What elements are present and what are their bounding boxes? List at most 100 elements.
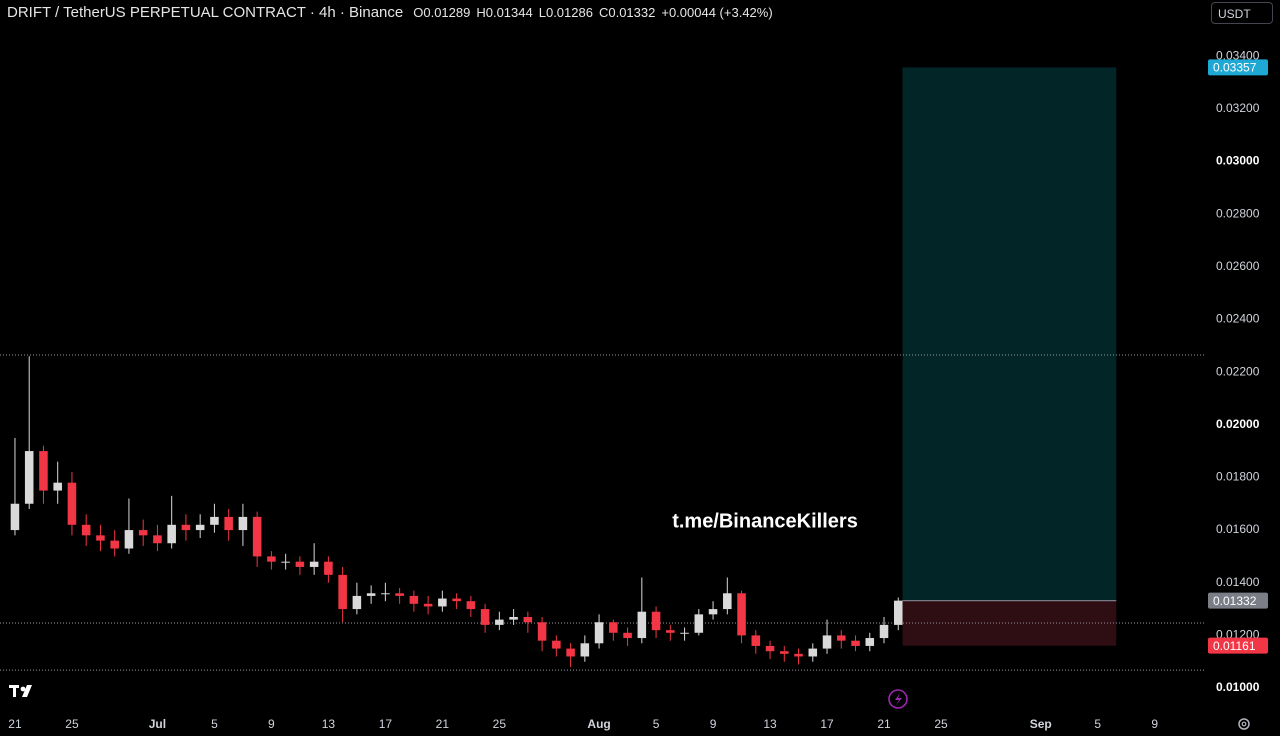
y-tick-label: 0.03400	[1216, 48, 1260, 62]
candle-body	[24, 451, 34, 504]
stop-price-tag	[1208, 637, 1268, 654]
candle-body	[181, 524, 191, 531]
entry-price-tag	[1208, 592, 1268, 609]
x-tick-label: 9	[268, 717, 275, 731]
candle-body	[837, 635, 846, 641]
x-tick-label: 25	[934, 717, 948, 731]
candle-body	[794, 653, 803, 657]
x-tick-label: 21	[877, 717, 891, 731]
candle-body	[309, 561, 319, 567]
stop-price-label: 0.01161	[1213, 639, 1256, 653]
candle-body	[666, 630, 675, 633]
entry-price-label: 0.01332	[1213, 594, 1257, 608]
candle-body	[210, 516, 219, 525]
candle-body	[138, 530, 148, 536]
y-tick-label: 0.03200	[1216, 101, 1260, 115]
candle-body	[765, 645, 775, 652]
target-price-tag	[1208, 59, 1268, 76]
x-tick-label: Aug	[587, 717, 610, 731]
candle-body	[466, 601, 476, 610]
candle-body	[495, 619, 504, 625]
candle-body	[737, 593, 746, 636]
x-tick-label: 25	[65, 717, 79, 731]
candle-body	[708, 609, 718, 615]
ohlc: H0.01344	[476, 5, 533, 20]
settings-icon[interactable]	[1238, 718, 1250, 730]
candle-body	[281, 561, 290, 563]
candle-body	[594, 622, 604, 644]
candle-body	[423, 603, 433, 607]
y-tick-label: 0.01600	[1216, 522, 1260, 536]
candle-body	[609, 622, 618, 633]
x-tick-label: Jul	[149, 717, 166, 731]
candle-body	[509, 616, 518, 620]
candle-body	[537, 622, 547, 641]
x-tick-label: Sep	[1030, 717, 1052, 731]
tv-logo	[9, 685, 32, 697]
y-tick-label: 0.02800	[1216, 206, 1260, 220]
x-tick-label: 13	[763, 717, 777, 731]
candle-body	[523, 616, 533, 623]
x-tick-label: 21	[436, 717, 450, 731]
candle-body	[224, 516, 233, 531]
candle-body	[694, 614, 704, 633]
y-tick-label: 0.02200	[1216, 364, 1260, 378]
candle-body	[438, 598, 447, 607]
candle-body	[195, 524, 205, 531]
x-tick-label: 5	[653, 717, 660, 731]
candle-body	[865, 638, 875, 646]
candle-body	[893, 600, 903, 625]
alert-icon[interactable]	[888, 689, 908, 709]
y-tick-label: 0.02000	[1216, 417, 1260, 431]
candle-body	[167, 524, 176, 544]
candle-body	[267, 556, 276, 562]
candle-body	[808, 648, 818, 657]
candle-body	[851, 640, 860, 646]
candle-body	[637, 611, 647, 639]
candle-body	[96, 535, 105, 541]
currency-button[interactable]: USDT	[1211, 2, 1273, 24]
x-tick-label: 5	[1094, 717, 1101, 731]
y-tick-label: 0.02600	[1216, 259, 1260, 273]
header: DRIFT / TetherUS PERPETUAL CONTRACT · 4h…	[7, 4, 773, 21]
candle-body	[822, 635, 832, 649]
candle-body	[53, 482, 62, 491]
stop-zone	[902, 600, 1117, 646]
candle-body	[352, 595, 362, 610]
candle-body	[238, 516, 248, 531]
candle-body	[680, 632, 689, 634]
candle-body	[566, 648, 575, 657]
x-tick-label: 9	[1151, 717, 1158, 731]
x-tick-label: 25	[493, 717, 507, 731]
y-tick-label: 0.01400	[1216, 575, 1260, 589]
candle-body	[751, 635, 761, 646]
y-tick-label: 0.01800	[1216, 470, 1260, 484]
candle-body	[480, 609, 490, 625]
candle-body	[153, 535, 162, 544]
target-price-label: 0.03357	[1213, 61, 1257, 75]
ohlc: L0.01286	[538, 5, 593, 20]
y-tick-label: 0.01000	[1216, 680, 1260, 694]
candle-body	[295, 561, 305, 567]
candle-body	[580, 643, 590, 657]
candle-body	[39, 451, 48, 491]
target-zone	[902, 67, 1117, 601]
candle-body	[110, 540, 119, 549]
candle-body	[67, 482, 77, 525]
x-tick-label: 21	[8, 717, 22, 731]
x-tick-label: 9	[710, 717, 717, 731]
x-tick-label: 5	[211, 717, 218, 731]
candle-body	[623, 632, 632, 639]
ohlc: O0.01289	[413, 5, 471, 20]
x-tick-label: 17	[820, 717, 834, 731]
candle-body	[452, 598, 461, 602]
x-tick-label: 17	[379, 717, 393, 731]
candle-body	[552, 640, 561, 649]
candle-body	[780, 651, 789, 654]
y-tick-label: 0.02400	[1216, 312, 1260, 326]
candle-body	[81, 524, 91, 536]
watermark: t.me/BinanceKillers	[672, 510, 858, 532]
x-tick-label: 13	[322, 717, 336, 731]
